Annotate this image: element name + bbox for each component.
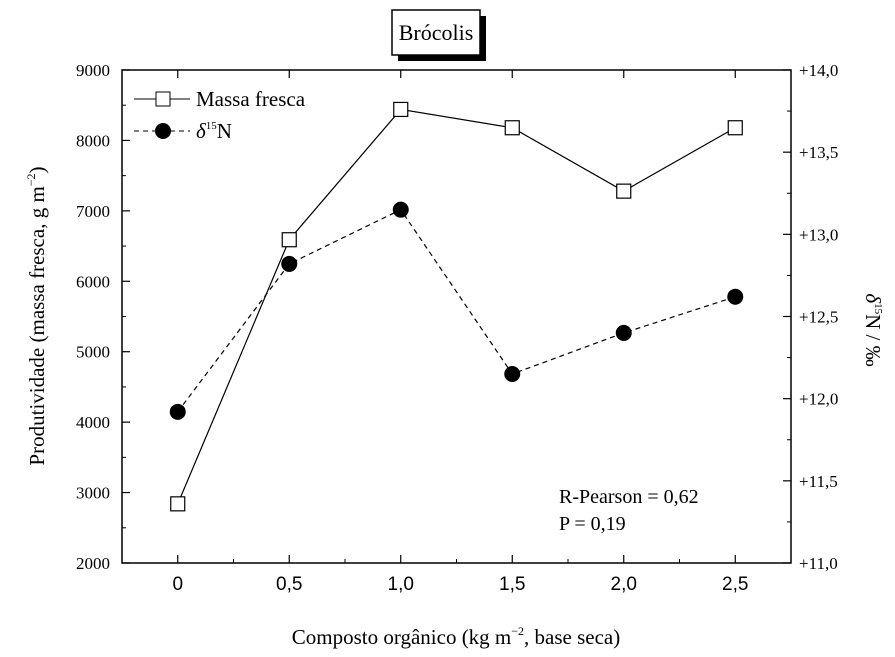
y-left-tick-label: 8000 bbox=[76, 131, 110, 150]
legend-marker-square bbox=[155, 91, 171, 107]
y-axis-left-label: Produtividade (massa fresca, g m−2) bbox=[24, 166, 49, 465]
y-right-tick-label: +11,0 bbox=[799, 554, 838, 573]
legend-label-massa-fresca: Massa fresca bbox=[196, 87, 306, 111]
y-left-tick-label: 2000 bbox=[76, 554, 110, 573]
title-frame bbox=[391, 9, 481, 56]
legend-item-massa-fresca: Massa fresca bbox=[134, 87, 306, 111]
y-right-tick-label: +13,0 bbox=[799, 225, 838, 244]
chart-title: Brócolis bbox=[399, 20, 474, 45]
data-point-massa-fresca bbox=[616, 183, 632, 199]
y-right-tick-label: +12,5 bbox=[799, 308, 838, 327]
x-axis-label: Composto orgânico (kg m−2, base seca) bbox=[292, 624, 621, 649]
x-tick-label: 0 bbox=[172, 574, 183, 595]
data-point-massa-fresca bbox=[504, 120, 520, 136]
annotation-r-pearson: R-Pearson = 0,62 bbox=[559, 486, 699, 508]
annotation-p-value: P = 0,19 bbox=[559, 513, 626, 535]
data-point-delta15n bbox=[392, 201, 409, 218]
x-tick-label: 2,0 bbox=[611, 574, 637, 595]
data-point-delta15n bbox=[169, 403, 186, 420]
legend-item-delta15n: δ15N bbox=[134, 119, 232, 143]
y-right-tick-label: +14,0 bbox=[799, 61, 838, 80]
data-point-delta15n bbox=[727, 288, 744, 305]
y-right-tick-label: +13,5 bbox=[799, 143, 838, 162]
x-tick-label: 1,0 bbox=[388, 574, 414, 595]
x-axis: 0 0,5 1,0 1,5 2,0 2,5 bbox=[172, 70, 748, 595]
series-line-delta15n bbox=[177, 208, 736, 413]
data-point-delta15n bbox=[504, 366, 521, 383]
y-right-tick-label: +11,5 bbox=[799, 472, 838, 491]
data-point-massa-fresca bbox=[281, 232, 297, 248]
y-left-tick-label: 9000 bbox=[76, 61, 110, 80]
annotation: R-Pearson = 0,62 P = 0,19 bbox=[559, 486, 699, 535]
data-point-massa-fresca bbox=[170, 496, 186, 512]
data-point-delta15n bbox=[615, 324, 632, 341]
data-point-delta15n bbox=[281, 255, 298, 272]
legend-label-delta15n: δ15N bbox=[196, 119, 232, 143]
x-tick-label: 0,5 bbox=[276, 574, 302, 595]
y-axis-left: 2000 3000 4000 5000 6000 7000 8000 9000 bbox=[76, 61, 130, 573]
y-left-tick-label: 5000 bbox=[76, 343, 110, 362]
series-line-massa-fresca bbox=[177, 108, 736, 505]
y-left-tick-label: 6000 bbox=[76, 272, 110, 291]
y-axis-right-label: δ15N / ‰ bbox=[861, 293, 885, 366]
y-left-tick-label: 3000 bbox=[76, 484, 110, 503]
y-left-tick-label: 7000 bbox=[76, 202, 110, 221]
series-layer bbox=[169, 101, 744, 512]
y-left-tick-label: 4000 bbox=[76, 413, 110, 432]
legend: Massa fresca δ15N bbox=[134, 87, 306, 143]
legend-marker-circle bbox=[155, 123, 171, 139]
x-tick-label: 1,5 bbox=[499, 574, 525, 595]
y-axis-right: +11,0 +11,5 +12,0 +12,5 +13,0 +13,5 +14,0 bbox=[783, 61, 838, 573]
data-point-massa-fresca bbox=[393, 101, 409, 118]
chart-title-box: Brócolis bbox=[391, 9, 486, 61]
data-point-massa-fresca bbox=[727, 120, 743, 136]
y-right-tick-label: +12,0 bbox=[799, 390, 838, 409]
x-tick-label: 2,5 bbox=[722, 574, 748, 595]
